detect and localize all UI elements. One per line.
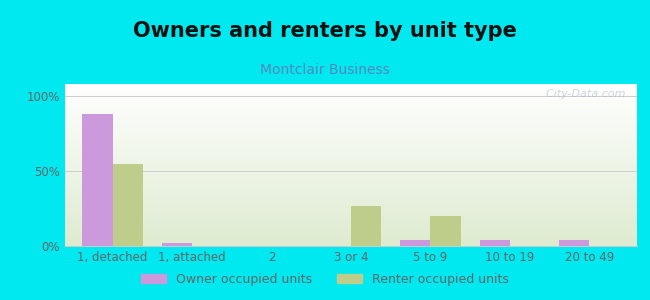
Bar: [480, 240, 510, 246]
Bar: [430, 216, 461, 246]
Text: City-Data.com: City-Data.com: [539, 89, 625, 99]
Bar: [559, 240, 590, 246]
Bar: [400, 240, 430, 246]
Text: Owners and renters by unit type: Owners and renters by unit type: [133, 21, 517, 41]
Legend: Owner occupied units, Renter occupied units: Owner occupied units, Renter occupied un…: [136, 268, 514, 291]
Bar: [351, 206, 381, 246]
Bar: [83, 114, 112, 246]
Bar: [112, 164, 143, 246]
Text: Montclair Business: Montclair Business: [260, 63, 390, 77]
Bar: [162, 243, 192, 246]
